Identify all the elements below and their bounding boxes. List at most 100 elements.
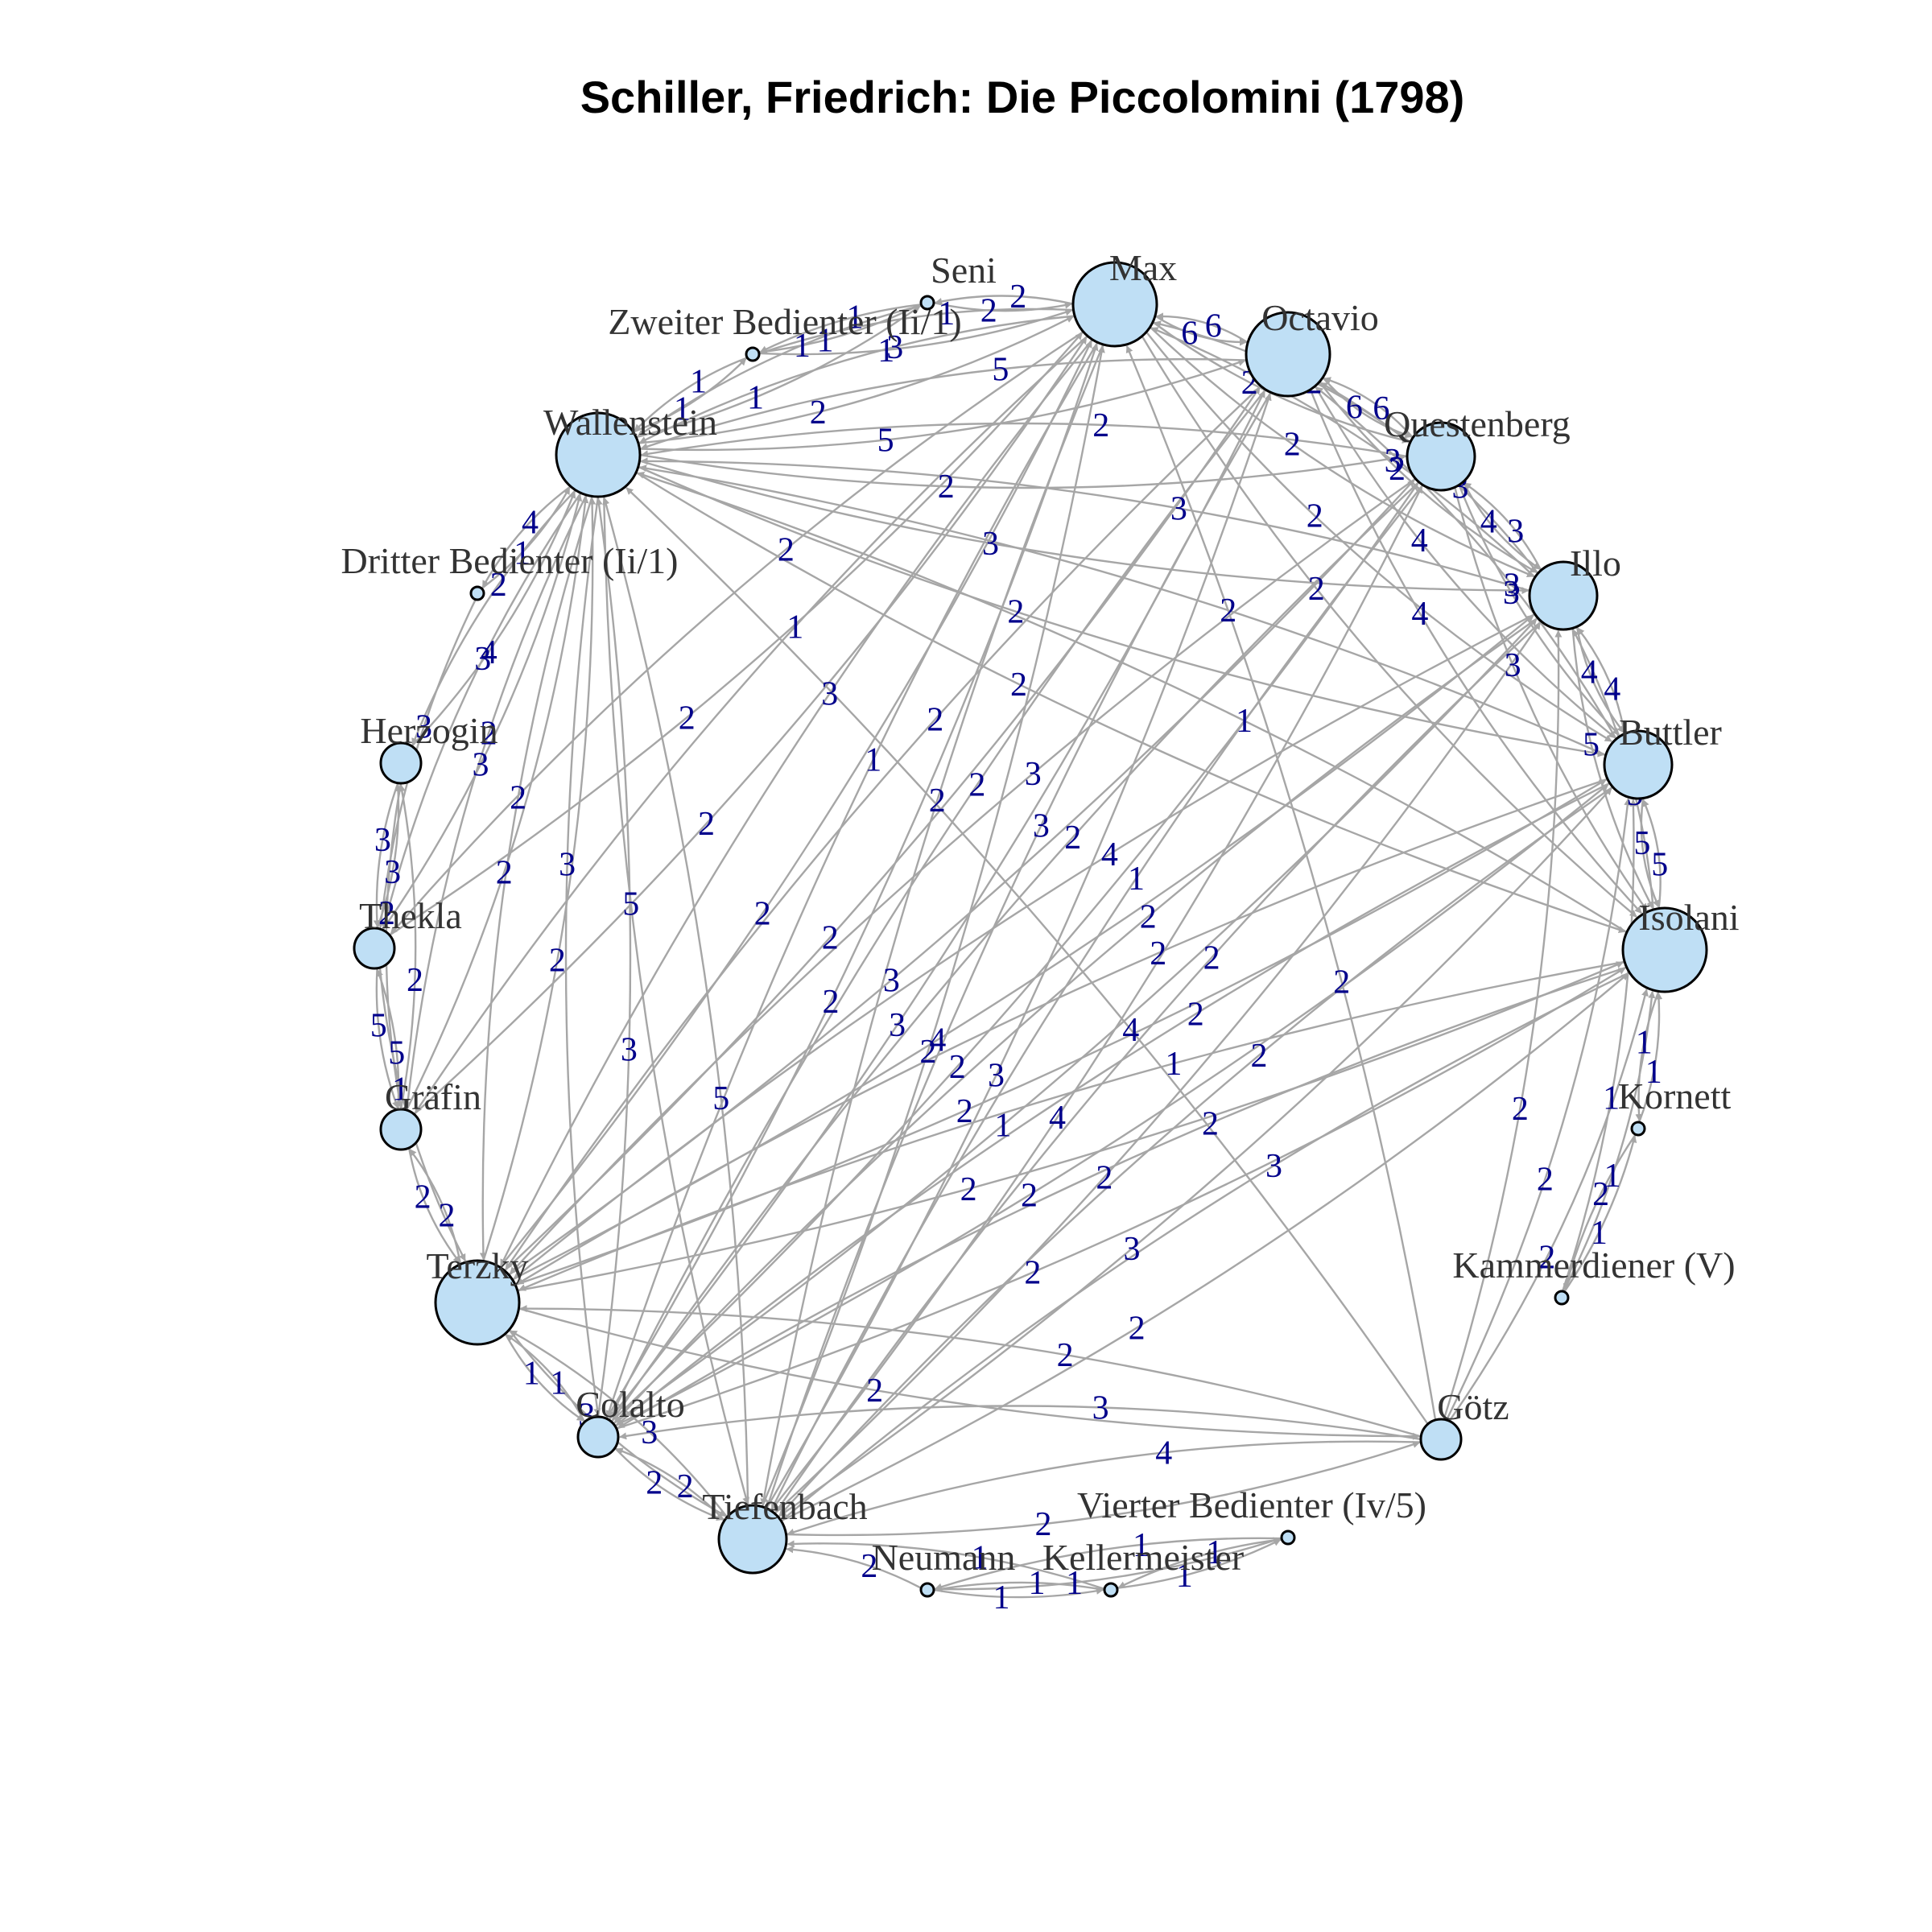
edge-neumann-kellermeister — [933, 1587, 1104, 1599]
edge-max-colalto — [605, 341, 1099, 1418]
edge-illo-wallenstein — [640, 457, 1530, 592]
edge-thekla-wallenstein — [382, 493, 583, 931]
edge-octavio-questenberg — [1322, 377, 1413, 439]
edge-isolani-buttler — [1642, 799, 1662, 909]
node-label-kammerdiener: Kammerdiener (V) — [1452, 1245, 1735, 1286]
node-layer — [353, 261, 1708, 1598]
edge-weight-goetz-colalto: 3 — [1092, 1389, 1109, 1426]
edge-octavio-wallenstein — [640, 357, 1247, 450]
edge-weight-colalto-buttler: 2 — [1021, 1178, 1038, 1215]
edge-octavio-terzky — [505, 385, 1262, 1270]
edge-octavio-colalto — [609, 389, 1267, 1420]
node-label-wallenstein: Wallenstein — [543, 402, 717, 443]
edge-weight-isolani-wallenstein: 1 — [1236, 703, 1253, 740]
edge-weight-max-buttler: 2 — [1307, 498, 1323, 535]
edge-weight-kornett-kammerdiener: 2 — [1592, 1176, 1609, 1213]
edge-max-thekla — [390, 331, 1084, 935]
edge-weight-wallenstein-isolani: 2 — [1010, 667, 1027, 704]
edge-weight-kornett-isolani: 1 — [1645, 1054, 1662, 1091]
edge-buttler-colalto — [615, 782, 1611, 1426]
edge-weight-goetz-tiefenbach: 4 — [1155, 1435, 1172, 1472]
edge-colalto-terzky — [506, 1334, 586, 1422]
edge-weight-tiefenbach-max: 2 — [919, 1034, 936, 1071]
edge-weight-illo-tiefenbach: 2 — [1203, 940, 1220, 977]
edge-weight-zweiter-wallenstein: 1 — [690, 364, 707, 401]
edge-weight-terzky-goetz: 2 — [866, 1373, 883, 1410]
edge-weight-isolani-tiefenbach: 3 — [1265, 1148, 1282, 1185]
edge-tiefenbach-wallenstein — [602, 497, 749, 1506]
edge-weight-illo-colalto: 2 — [1140, 899, 1157, 936]
edge-weight-tiefenbach-questenberg: 4 — [1049, 1100, 1066, 1137]
edge-weight-buttler-terzky: 2 — [1150, 935, 1166, 972]
edge-graefin-herzogin — [398, 784, 417, 1110]
edge-goetz-max — [1125, 345, 1437, 1421]
edge-weight-max-graefin: 1 — [786, 609, 803, 646]
edge-weight-dritter-thekla: 3 — [415, 709, 432, 746]
edge-thekla-graefin — [375, 968, 399, 1109]
edge-wallenstein-dritter — [481, 485, 572, 588]
edge-weight-goetz-isolani: 2 — [1538, 1240, 1555, 1277]
edge-weight-wallenstein-seni: 1 — [747, 380, 764, 417]
node-dritter — [469, 585, 485, 601]
node-wallenstein — [555, 411, 642, 498]
edge-weight-octavio-illo: 2 — [1389, 451, 1406, 488]
edge-weight-tiefenbach-wallenstein: 5 — [712, 1080, 729, 1117]
edge-weight-octavio-colalto: 2 — [968, 767, 985, 804]
edge-illo-tiefenbach — [774, 621, 1542, 1513]
node-label-kellermeister: Kellermeister — [1042, 1537, 1244, 1578]
edge-weight-max-terzky: 3 — [821, 675, 838, 712]
edge-weight-illo-isolani: 5 — [1583, 726, 1600, 763]
node-label-octavio: Octavio — [1261, 297, 1379, 338]
edge-weight-wallenstein-colalto: 3 — [559, 846, 576, 883]
edge-weight-thekla-terzky: 1 — [392, 1071, 409, 1108]
edge-goetz-terzky — [519, 1305, 1422, 1438]
edge-octavio-max — [1156, 312, 1249, 344]
node-illo — [1528, 560, 1599, 631]
edge-colalto-max — [605, 343, 1099, 1419]
edge-wallenstein-seni — [635, 305, 921, 439]
edge-weight-wallenstein-zweiter: 1 — [674, 391, 691, 428]
edge-weight-terzky-questenberg: 3 — [883, 963, 900, 1000]
edge-illo-questenberg — [1463, 482, 1542, 571]
edge-weight-tiefenbach-goetz: 2 — [1035, 1506, 1052, 1543]
edge-weight-illo-terzky: 4 — [1101, 836, 1118, 873]
node-graefin — [379, 1108, 423, 1151]
edge-buttler-octavio — [1315, 386, 1617, 740]
edge-tiefenbach-max — [761, 345, 1105, 1508]
edge-weight-kammerdiener-buttler: 1 — [1603, 1080, 1620, 1117]
edge-tiefenbach-goetz — [786, 1441, 1421, 1537]
edge-kornett-isolani — [1638, 992, 1663, 1123]
edge-kammerdiener-isolani — [1563, 990, 1656, 1292]
edge-goetz-isolani — [1448, 989, 1649, 1422]
edge-herzogin-wallenstein — [411, 490, 576, 747]
edge-tiefenbach-buttler — [777, 787, 1612, 1518]
node-label-isolani: Isolani — [1638, 897, 1739, 938]
edge-weight-colalto-octavio: 3 — [889, 1007, 906, 1044]
edge-illo-isolani — [1571, 628, 1654, 909]
edge-weight-wallenstein-terzky: 2 — [510, 779, 526, 816]
edge-wallenstein-octavio — [639, 359, 1246, 452]
node-label-illo: Illo — [1570, 543, 1621, 584]
edge-weight-octavio-questenberg: 6 — [1346, 390, 1363, 427]
edge-layer — [373, 295, 1663, 1599]
edge-isolani-tiefenbach — [782, 972, 1630, 1521]
edge-wallenstein-illo — [639, 460, 1530, 595]
edge-goetz-tiefenbach — [786, 1440, 1422, 1536]
edge-colalto-questenberg — [610, 482, 1419, 1422]
edge-weight-questenberg-colalto: 2 — [1064, 819, 1081, 857]
edge-weight-wallenstein-thekla: 3 — [474, 641, 491, 678]
edge-weight-isolani-kornett: 1 — [1636, 1024, 1653, 1061]
edge-wallenstein-buttler — [638, 465, 1605, 758]
edge-weight-tiefenbach-octavio: 3 — [988, 1058, 1005, 1095]
edge-weight-buttler-illo: 4 — [1604, 671, 1620, 708]
edge-weight-goetz-buttler: 2 — [1537, 1162, 1554, 1199]
node-kammerdiener — [1554, 1290, 1570, 1306]
edge-weight-wallenstein-tiefenbach: 5 — [622, 886, 639, 923]
node-seni — [919, 295, 935, 311]
edge-weight-isolani-colalto: 2 — [1202, 1106, 1219, 1143]
edge-weight-buttler-tiefenbach: 2 — [1251, 1038, 1268, 1075]
edge-weight-terzky-colalto: 1 — [523, 1356, 540, 1393]
edge-weight-colalto-max: 2 — [823, 984, 840, 1021]
node-label-graefin: Gräfin — [385, 1076, 481, 1117]
edge-vierter-kellermeister — [1117, 1538, 1282, 1589]
